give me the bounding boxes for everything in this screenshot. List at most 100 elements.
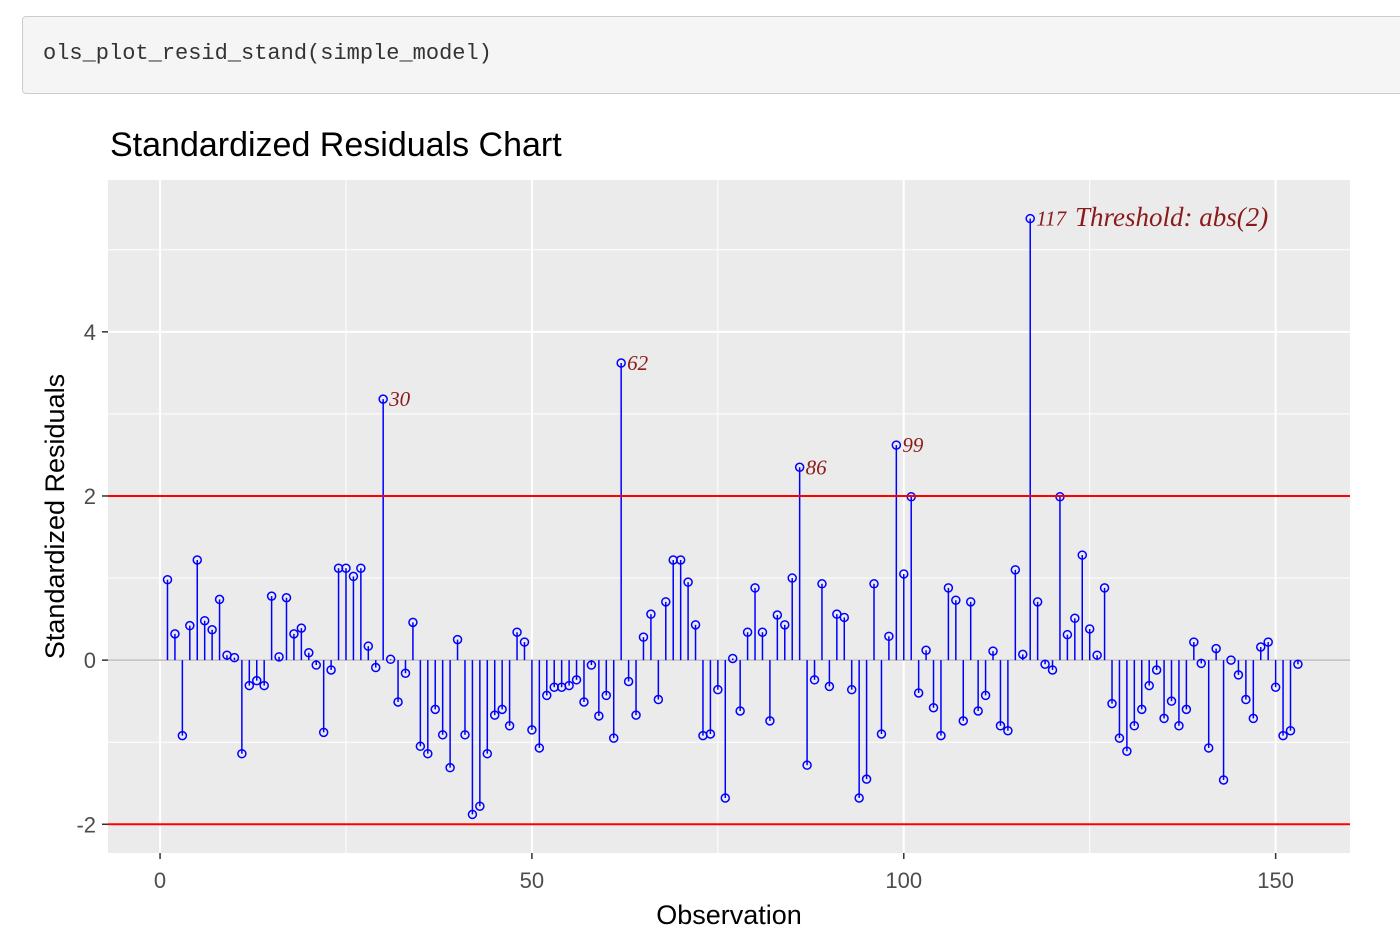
residual-point [1077, 550, 1088, 560]
residual-point [646, 609, 656, 619]
residual-point [1218, 775, 1229, 785]
residual-point [289, 629, 299, 639]
residual-point [564, 680, 574, 691]
residual-point [772, 610, 783, 620]
residual-point [356, 563, 366, 573]
residual-point [207, 625, 217, 635]
residual-point [928, 702, 939, 713]
residual-point [869, 579, 879, 589]
residual-point [326, 665, 336, 675]
residual-point [385, 654, 396, 665]
residual-point [705, 729, 716, 739]
residual-point [1107, 698, 1117, 709]
residual-point [1196, 658, 1207, 669]
residual-point [1137, 704, 1147, 715]
residual-point [393, 697, 403, 707]
residual-point [601, 690, 612, 701]
plot-panel [108, 180, 1350, 853]
y-tick-label: 4 [84, 320, 96, 345]
residual-point [445, 762, 455, 773]
residual-point [623, 676, 634, 687]
residual-point [809, 675, 820, 685]
residual-point [1032, 597, 1043, 607]
residual-point [512, 627, 522, 637]
residual-point [899, 569, 909, 579]
residual-point [415, 741, 426, 752]
residual-point [274, 652, 284, 662]
residual-point [638, 632, 649, 642]
residual-point [683, 577, 693, 587]
residual-point [1144, 680, 1154, 691]
residual-point [482, 748, 493, 759]
residual-point [251, 675, 262, 686]
code-block: ols_plot_resid_stand(simple_model) [22, 16, 1400, 94]
outlier-label: 117 [1036, 207, 1067, 231]
residual-point [936, 730, 946, 741]
residual-point [214, 594, 225, 605]
residual-point [1003, 725, 1013, 736]
x-tick-label: 50 [520, 868, 544, 893]
residual-point [348, 571, 359, 582]
residual-point [452, 634, 463, 645]
residual-point [400, 668, 411, 679]
residual-point [1092, 650, 1102, 660]
residual-point [631, 710, 641, 720]
residual-point [727, 653, 738, 664]
residual-point [802, 760, 812, 770]
residual-point [1010, 565, 1021, 575]
residual-point [542, 690, 552, 701]
residual-point [266, 591, 277, 601]
outlier-label: 86 [806, 455, 828, 479]
y-tick-label: 0 [84, 648, 96, 673]
x-tick-label: 0 [154, 868, 166, 893]
residual-point [913, 688, 924, 698]
residual-point [1241, 694, 1251, 705]
residual-point [951, 595, 961, 605]
residual-point [467, 809, 478, 820]
residual-segments [166, 218, 1299, 815]
residual-point [824, 681, 835, 692]
y-tick-label: 2 [84, 484, 96, 509]
residual-point [594, 711, 604, 721]
residual-point [199, 615, 210, 626]
residual-point [846, 684, 857, 695]
residual-point [1047, 665, 1058, 675]
residual-point [244, 680, 255, 691]
residual-point [229, 652, 240, 663]
outlier-label: 30 [388, 387, 411, 411]
residual-point [304, 647, 314, 658]
residual-point [527, 725, 537, 735]
residual-point [861, 774, 872, 784]
residual-point [1211, 643, 1221, 654]
residual-point [854, 793, 864, 803]
residual-point [891, 440, 902, 450]
residual-point [1174, 721, 1184, 731]
outlier-label: 99 [902, 433, 924, 457]
residual-point [1159, 713, 1169, 724]
code-text: ols_plot_resid_stand(simple_model) [43, 41, 492, 66]
residual-point [608, 733, 619, 743]
residual-point [713, 684, 723, 695]
residual-point [921, 645, 931, 656]
residual-point [363, 641, 374, 651]
residual-point [437, 730, 448, 740]
residual-point [995, 721, 1006, 731]
residual-point [1248, 713, 1259, 724]
residual-point [185, 620, 195, 631]
residual-point [943, 583, 954, 593]
residual-point [177, 730, 188, 741]
residual-point [832, 609, 842, 619]
residual-point [475, 801, 485, 811]
residual-point [1270, 682, 1281, 692]
residual-point [1040, 659, 1050, 669]
residual-point [1233, 670, 1244, 680]
residual-point [750, 583, 760, 593]
residual-point [423, 748, 433, 759]
residual-point [839, 612, 850, 623]
residual-point [296, 623, 307, 633]
residual-point [519, 637, 530, 647]
residual-point [170, 629, 180, 639]
residual-point [958, 716, 969, 726]
outlier-label: 62 [627, 351, 649, 375]
